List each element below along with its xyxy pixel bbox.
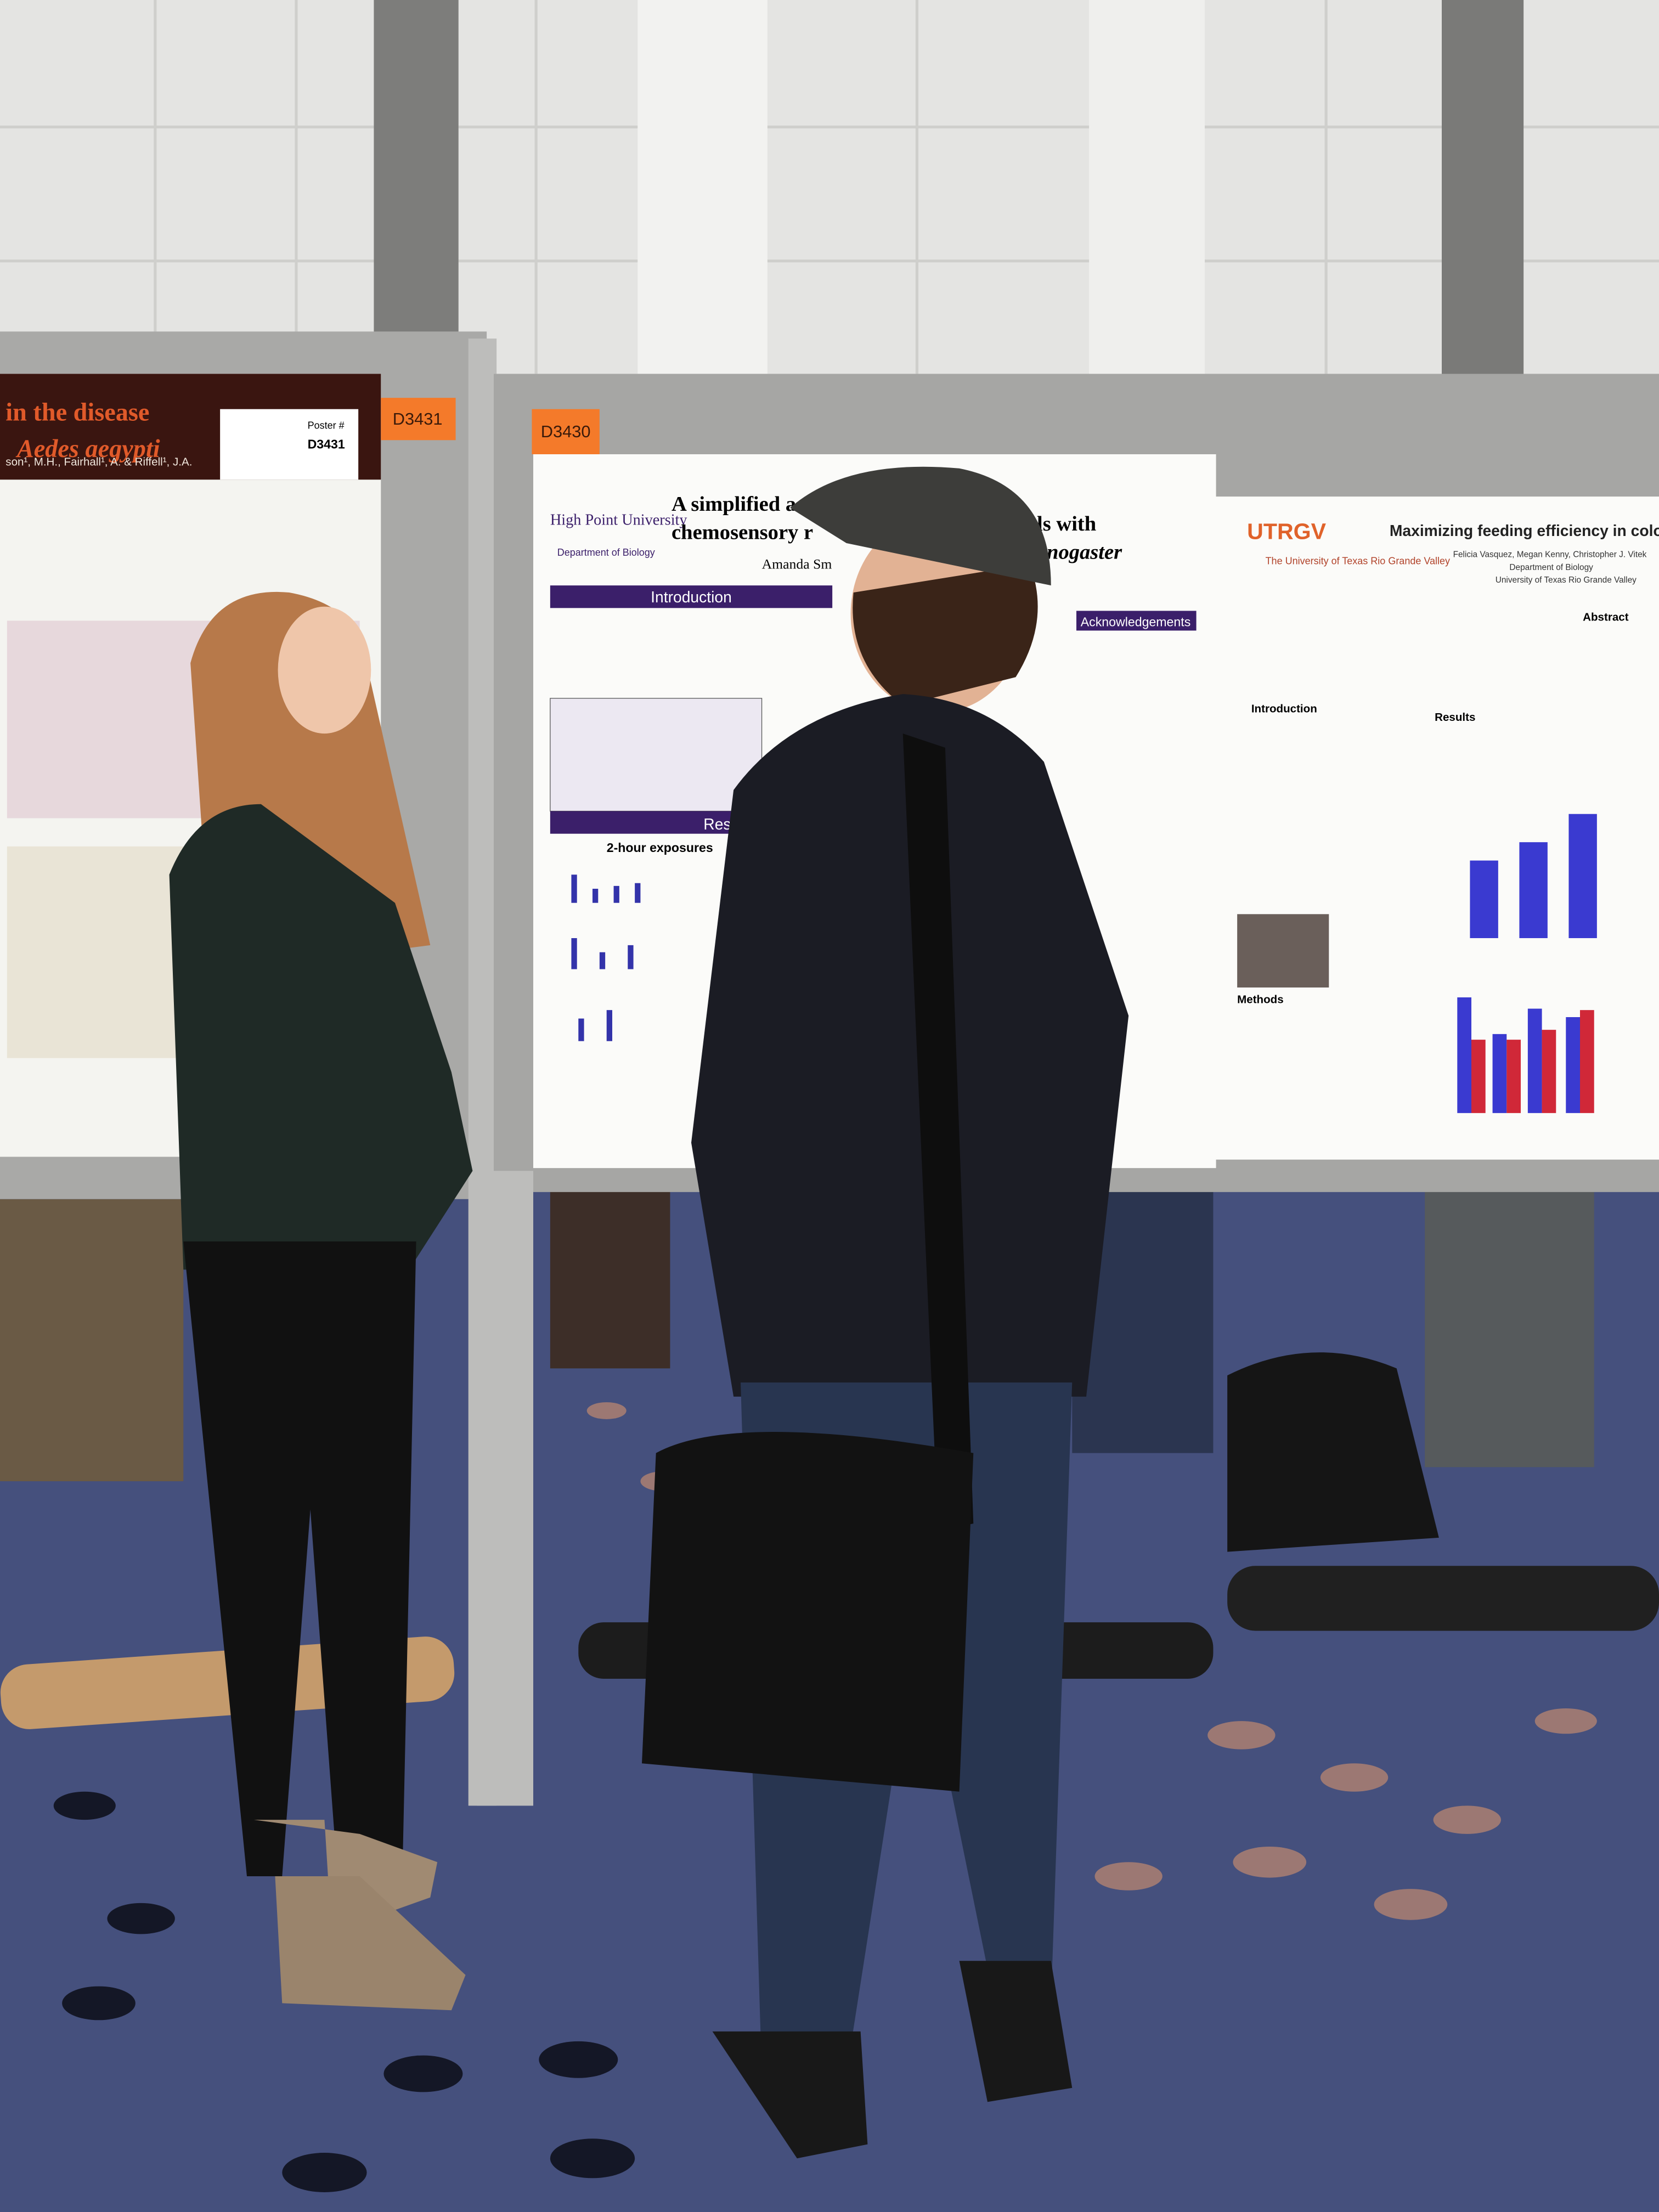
- mini-bar: [613, 885, 619, 903]
- boot: [275, 1876, 466, 2011]
- section-bar: [1076, 611, 1197, 631]
- background-legs: [550, 1185, 670, 1369]
- location-tag: [381, 398, 456, 441]
- poster-university: High Point University: [550, 512, 688, 529]
- board-post: [477, 1171, 533, 1806]
- mini-bar: [1506, 1040, 1521, 1113]
- carpet-dot: [1320, 1763, 1389, 1792]
- carpet-dot: [1207, 1721, 1276, 1750]
- carpet-dot: [1534, 1708, 1597, 1734]
- bag: [642, 1432, 974, 1792]
- legs: [183, 1241, 416, 1891]
- mini-bar: [1566, 1017, 1580, 1113]
- poster-mini-charts: [571, 874, 641, 1041]
- jacket: [169, 804, 473, 1270]
- carpet-dot: [1233, 1847, 1307, 1878]
- carpet-hole: [539, 2041, 618, 2078]
- carpet-dot: [1433, 1805, 1501, 1834]
- mini-bar: [628, 945, 634, 969]
- section-title: Methods: [1237, 993, 1284, 1006]
- carpet-hole: [282, 2153, 367, 2192]
- poster-title: ls with: [1037, 512, 1096, 535]
- poster-number: D3431: [308, 437, 345, 452]
- jacket: [691, 694, 1129, 1397]
- mini-bar: [578, 1018, 584, 1041]
- section-bar: [550, 585, 833, 608]
- mini-bar: [1492, 1034, 1507, 1113]
- poster-title: Maximizing feeding efficiency in colony: [1390, 522, 1659, 539]
- mini-bar: [592, 889, 599, 903]
- mini-bar: [1519, 842, 1548, 938]
- poster-department: Department of Biology: [557, 547, 655, 558]
- background-legs: [0, 1199, 184, 1481]
- poster-institution: University of Texas Rio Grande Valley: [1496, 575, 1637, 585]
- mini-bar: [1527, 1008, 1542, 1113]
- pillar: [374, 0, 459, 367]
- poster-logo-box: [220, 409, 359, 480]
- carpet-dot: [1094, 1862, 1163, 1891]
- mini-bar: [606, 1010, 612, 1041]
- shoe: [959, 1961, 1073, 2102]
- column: [1089, 0, 1205, 424]
- bag-strap: [902, 733, 974, 1531]
- hair: [853, 564, 1038, 706]
- poster-title: Aedes aegypti: [15, 435, 160, 463]
- poster-table: [550, 698, 763, 812]
- mini-bar: [635, 883, 641, 903]
- section-title: Introduction: [1251, 703, 1317, 715]
- poster-title: in the disease: [5, 398, 149, 426]
- mini-bar: [1457, 997, 1471, 1113]
- pillar: [1442, 0, 1524, 438]
- mini-bar: [1542, 1030, 1556, 1113]
- poster-title: chemosensory r: [672, 521, 813, 544]
- location-tag-text: D3431: [393, 409, 443, 428]
- chart-title: 2-hour exposures: [607, 840, 713, 855]
- location-tag: [532, 409, 600, 454]
- section-title: Results: [1435, 711, 1475, 724]
- mini-bar: [1471, 1040, 1486, 1113]
- wall-panels: [0, 0, 1659, 424]
- carpet-holes: [53, 1791, 635, 2192]
- background-legs: [1425, 1185, 1594, 1468]
- carpet-hole: [53, 1791, 116, 1820]
- poster-authors: Felicia Vasquez, Megan Kenny, Christophe…: [1453, 550, 1647, 560]
- carpet-pattern: [586, 1402, 1597, 1920]
- mini-bar: [1568, 814, 1597, 938]
- carpet-hole: [550, 2138, 635, 2179]
- poster-photo: [1237, 914, 1329, 988]
- face: [278, 606, 371, 734]
- woman: [169, 591, 473, 2011]
- backpack: [1227, 1352, 1439, 1552]
- poster-university: The University of Texas Rio Grande Valle…: [1266, 556, 1450, 567]
- mini-bar: [1470, 860, 1498, 938]
- man: [642, 466, 1129, 2159]
- section-title: Acknowledgements: [1081, 615, 1191, 629]
- carpet-dot: [1374, 1889, 1448, 1920]
- poster-tube: [1227, 1566, 1659, 1631]
- section-title: Abstract: [1583, 611, 1629, 623]
- carpet-dot: [586, 1402, 627, 1419]
- poster-title: nogaster: [1047, 540, 1122, 563]
- cap: [790, 466, 1051, 586]
- poster-authors: son¹, M.H., Fairhall¹, A. & Riffell¹, J.…: [5, 456, 192, 469]
- carpet-hole: [107, 1903, 175, 1934]
- poster-logo: UTRGV: [1247, 518, 1327, 544]
- carpet-hole: [62, 1986, 136, 2021]
- mini-bar: [599, 952, 606, 969]
- poster-author: Amanda Sm: [762, 556, 832, 572]
- section-title: Introduction: [651, 588, 732, 606]
- mini-bar: [1580, 1010, 1594, 1113]
- poster-bar-chart: [1457, 814, 1597, 1113]
- poster-title: A simplified a: [672, 493, 796, 516]
- column: [637, 0, 768, 424]
- poster-number-label: Poster #: [308, 420, 345, 431]
- shoe: [712, 2031, 868, 2159]
- carpet-hole: [383, 2055, 463, 2092]
- poster-department: Department of Biology: [1509, 563, 1593, 572]
- location-tag-text: D3430: [541, 422, 591, 441]
- mini-bar: [571, 938, 577, 969]
- mini-bar: [571, 874, 577, 903]
